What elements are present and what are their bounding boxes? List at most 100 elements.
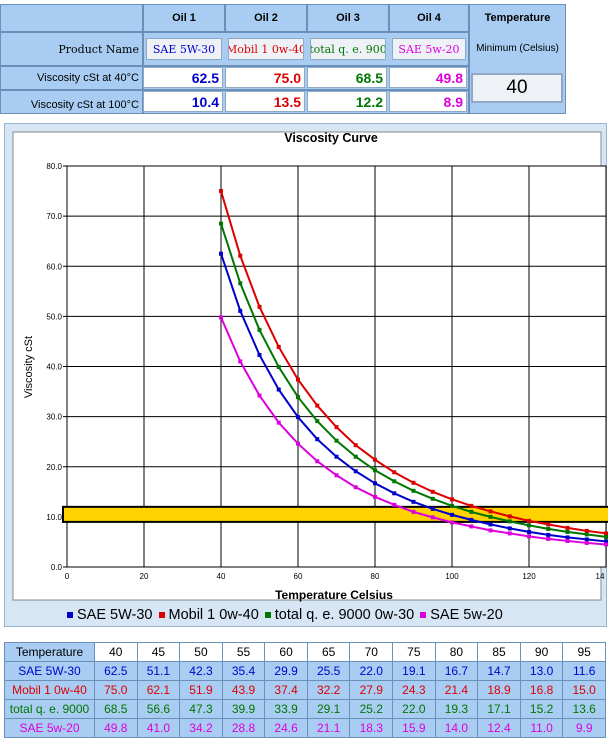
data-point xyxy=(392,502,397,507)
value-cell: 39.9 xyxy=(221,699,266,719)
legend-label-1: SAE 5W-30 xyxy=(77,607,153,623)
legend-item-2[interactable]: Mobil 1 0w-40 xyxy=(158,607,259,623)
value-cell: 21.1 xyxy=(306,718,351,738)
oil-4-name-field[interactable]: SAE 5w-20 xyxy=(392,38,466,60)
legend-label-2: Mobil 1 0w-40 xyxy=(168,607,259,623)
temperature-cell: 55 xyxy=(221,642,266,662)
data-point xyxy=(450,512,454,517)
temperature-header: Temperature xyxy=(484,12,551,24)
data-point xyxy=(315,437,320,442)
x-tick-label: 60 xyxy=(294,572,303,581)
data-point xyxy=(353,454,358,459)
value-cell: 34.2 xyxy=(179,718,223,738)
oil-1-visc100-field[interactable]: 10.4 xyxy=(143,91,223,112)
legend-swatch-3 xyxy=(264,612,271,618)
data-point xyxy=(296,415,300,420)
chart-legend: SAE 5W-30 Mobil 1 0w-40 total q. e. 9000… xyxy=(67,605,587,625)
data-point xyxy=(546,526,551,531)
x-tick-label: 80 xyxy=(371,572,380,581)
oil-4-visc40-field[interactable]: 49.8 xyxy=(389,67,467,88)
viscosity-100-label: Viscosity cSt at 100°C xyxy=(0,90,143,114)
value-cell: 37.4 xyxy=(264,680,308,700)
temperature-cell: 85 xyxy=(477,642,521,662)
data-point xyxy=(315,403,320,408)
value-cell: 17.1 xyxy=(477,699,521,719)
value-cell: 43.9 xyxy=(221,680,266,700)
oil-3-visc40-field[interactable]: 68.5 xyxy=(307,67,387,88)
data-point xyxy=(488,509,493,514)
data-point xyxy=(353,469,358,474)
table-row: SAE 5W-30 62.5 51.1 42.3 35.4 29.9 25.5 22.0 19.… xyxy=(4,661,606,681)
data-point xyxy=(373,494,377,499)
chart-title: Viscosity Curve xyxy=(284,131,378,145)
legend-item-3[interactable]: total q. e. 9000 0w-30 xyxy=(264,607,414,623)
data-point xyxy=(604,539,608,544)
data-point xyxy=(546,522,551,527)
temperature-cell: 70 xyxy=(349,642,394,662)
data-point xyxy=(315,419,320,424)
x-tick-label: 100 xyxy=(445,572,459,581)
data-point xyxy=(488,528,493,533)
data-point xyxy=(604,534,608,539)
value-cell: 21.4 xyxy=(434,680,479,700)
y-tick-label: 60.0 xyxy=(46,262,62,271)
data-point xyxy=(373,468,377,473)
data-point xyxy=(392,491,397,496)
y-tick-label: 10.0 xyxy=(46,513,62,522)
data-point xyxy=(238,253,243,258)
temperature-cell: 50 xyxy=(179,642,223,662)
data-point xyxy=(584,532,589,537)
data-point xyxy=(469,503,474,508)
data-point xyxy=(219,315,223,320)
value-cell: 15.0 xyxy=(562,680,606,700)
value-cell: 19.1 xyxy=(392,661,436,681)
data-point xyxy=(315,459,320,464)
y-tick-label: 20.0 xyxy=(46,463,62,472)
temperature-cell: 90 xyxy=(519,642,564,662)
data-point xyxy=(430,515,435,520)
data-point xyxy=(392,479,397,484)
value-cell: 51.1 xyxy=(136,661,181,681)
value-cell: 9.9 xyxy=(562,718,606,738)
value-cell: 11.6 xyxy=(562,661,606,681)
x-tick-label: 120 xyxy=(522,572,536,581)
value-cell: 25.5 xyxy=(306,661,351,681)
oil-1-name-field[interactable]: SAE 5W-30 xyxy=(146,38,222,60)
row-label-cell: total q. e. 9000 xyxy=(4,699,95,719)
value-cell: 35.4 xyxy=(221,661,266,681)
oil-2-visc100-field[interactable]: 13.5 xyxy=(225,91,305,112)
data-point xyxy=(507,519,512,524)
row-label-cell: SAE 5w-20 xyxy=(4,718,95,738)
data-point xyxy=(469,509,474,514)
data-point xyxy=(450,497,454,502)
value-cell: 12.4 xyxy=(477,718,521,738)
data-point xyxy=(334,425,339,430)
oil-4-header: Oil 4 xyxy=(389,4,469,32)
temperature-cell: 60 xyxy=(264,642,308,662)
value-cell: 33.9 xyxy=(264,699,308,719)
table-row: total q. e. 9000 68.5 56.6 47.3 39.9 33.9 29.1… xyxy=(4,699,606,719)
oil-3-visc100-field[interactable]: 12.2 xyxy=(307,91,387,112)
oil-3-name-field[interactable]: total q. e. 900 xyxy=(310,38,386,60)
legend-item-4[interactable]: SAE 5w-20 xyxy=(420,607,503,623)
data-point xyxy=(527,523,531,528)
value-cell: 15.9 xyxy=(392,718,436,738)
oil-2-visc40-field[interactable]: 75.0 xyxy=(225,67,305,88)
data-point xyxy=(296,441,300,446)
y-tick-label: 50.0 xyxy=(46,312,62,321)
value-cell: 13.6 xyxy=(562,699,606,719)
oil-4-visc100-field[interactable]: 8.9 xyxy=(389,91,467,112)
value-cell: 15.2 xyxy=(519,699,564,719)
legend-swatch-1 xyxy=(67,612,73,618)
minimum-temperature-input[interactable]: 40 xyxy=(471,73,563,103)
data-point xyxy=(584,540,589,545)
oil-1-visc40-field[interactable]: 62.5 xyxy=(143,67,223,88)
oil-2-name-field[interactable]: Mobil 1 0w-40 xyxy=(228,38,304,60)
y-tick-label: 70.0 xyxy=(46,212,62,221)
value-cell: 27.9 xyxy=(349,680,394,700)
grid-layer xyxy=(63,165,607,568)
legend-item-1[interactable]: SAE 5W-30 xyxy=(67,607,153,623)
data-point xyxy=(507,531,512,536)
legend-swatch-2 xyxy=(158,612,165,618)
value-cell: 51.9 xyxy=(179,680,223,700)
